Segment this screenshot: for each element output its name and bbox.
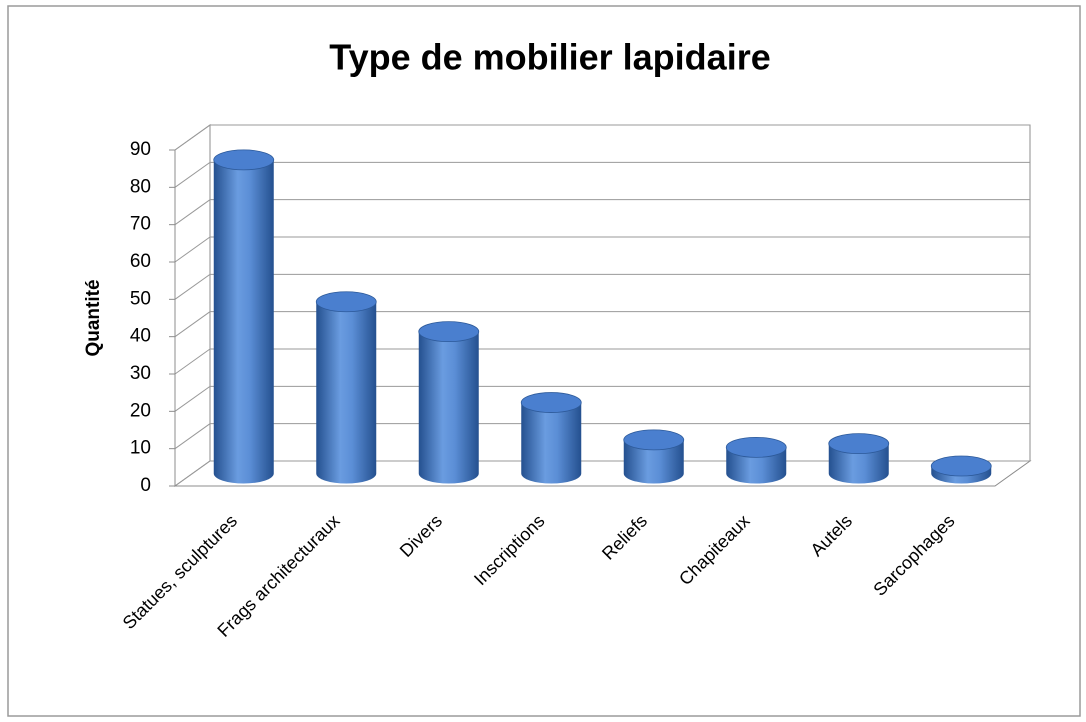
- y-tick-label: 10: [130, 438, 151, 459]
- bar: [213, 159, 274, 484]
- grid-line: [174, 236, 1030, 263]
- bar: [828, 443, 889, 484]
- side-wall: [174, 124, 211, 487]
- bar: [316, 301, 377, 484]
- bar-top: [520, 392, 582, 413]
- y-tick-label: 20: [130, 400, 151, 421]
- y-tick-label: 50: [130, 288, 151, 309]
- grid-line: [174, 385, 1030, 412]
- bar-top: [828, 433, 890, 455]
- bar: [521, 402, 582, 484]
- grid-line: [174, 311, 1030, 338]
- bar-top: [623, 429, 685, 451]
- bar-top: [930, 455, 992, 477]
- y-tick-label: 60: [130, 251, 151, 272]
- bar-top: [725, 436, 787, 458]
- y-tick-label: 30: [130, 363, 151, 384]
- y-tick-label: 80: [130, 176, 151, 197]
- y-tick-label: 70: [130, 214, 151, 235]
- bar-top: [213, 149, 275, 171]
- grid-line: [174, 423, 1030, 450]
- grid-line: [174, 124, 1030, 151]
- grid-line: [174, 273, 1030, 300]
- y-axis-label: Quantité: [83, 279, 104, 356]
- y-tick-label: 40: [130, 326, 151, 347]
- grid-line: [174, 348, 1030, 375]
- y-tick-label: 90: [130, 139, 151, 160]
- bar: [418, 331, 479, 484]
- floor: [173, 460, 1032, 487]
- chart-title: Type de mobilier lapidaire: [329, 37, 770, 78]
- bar-top: [315, 291, 377, 313]
- bar: [623, 439, 684, 484]
- grid-line: [174, 161, 1030, 188]
- y-tick-label: 0: [140, 475, 151, 496]
- bar-top: [418, 321, 480, 343]
- grid-line: [174, 199, 1030, 226]
